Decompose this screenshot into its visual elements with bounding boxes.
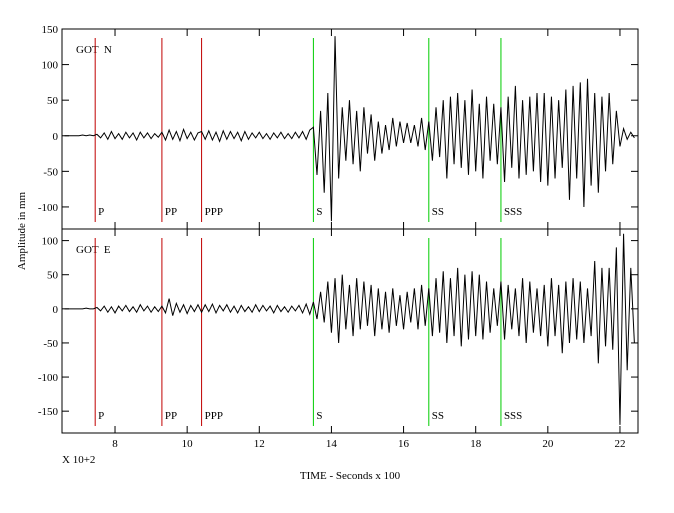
y-tick-label: 100	[42, 236, 59, 248]
phase-label: SSS	[504, 410, 522, 422]
panel-title: GOT N	[76, 44, 112, 56]
waveform	[64, 36, 635, 222]
y-tick-label: 50	[47, 270, 59, 282]
y-axis-label: Amplitude in mm	[16, 191, 28, 270]
x-scale-note: X 10+2	[62, 454, 95, 466]
phase-label: SSS	[504, 206, 522, 218]
y-tick-label: 50	[47, 95, 59, 107]
plot-frame	[61, 228, 639, 434]
phase-label: PPP	[205, 410, 223, 422]
y-tick-label: 100	[42, 60, 59, 72]
y-tick-label: -100	[38, 372, 59, 384]
phase-label: PP	[165, 206, 177, 218]
x-tick-label: 22	[614, 438, 625, 450]
x-tick-label: 10	[182, 438, 194, 450]
x-tick-label: 18	[470, 438, 482, 450]
y-tick-label: 0	[53, 304, 59, 316]
phase-label: P	[98, 410, 104, 422]
phase-label: SS	[432, 410, 444, 422]
phase-label: S	[316, 410, 322, 422]
y-tick-label: -150	[38, 406, 59, 418]
phase-label: SS	[432, 206, 444, 218]
phase-label: PPP	[205, 206, 223, 218]
phase-label: S	[316, 206, 322, 218]
y-tick-label: 0	[53, 131, 59, 143]
plot-frame	[61, 28, 639, 230]
y-tick-label: -50	[43, 166, 58, 178]
x-tick-label: 12	[254, 438, 265, 450]
waveform	[64, 233, 635, 425]
x-tick-label: 20	[542, 438, 554, 450]
x-axis-label: TIME - Seconds x 100	[300, 470, 401, 482]
y-tick-label: 150	[42, 24, 59, 36]
x-tick-label: 16	[398, 438, 410, 450]
panel-title: GOT E	[76, 244, 111, 256]
y-tick-label: -100	[38, 202, 59, 214]
x-tick-label: 8	[112, 438, 118, 450]
x-tick-label: 14	[326, 438, 338, 450]
phase-label: PP	[165, 410, 177, 422]
phase-label: P	[98, 206, 104, 218]
y-tick-label: -50	[43, 338, 58, 350]
